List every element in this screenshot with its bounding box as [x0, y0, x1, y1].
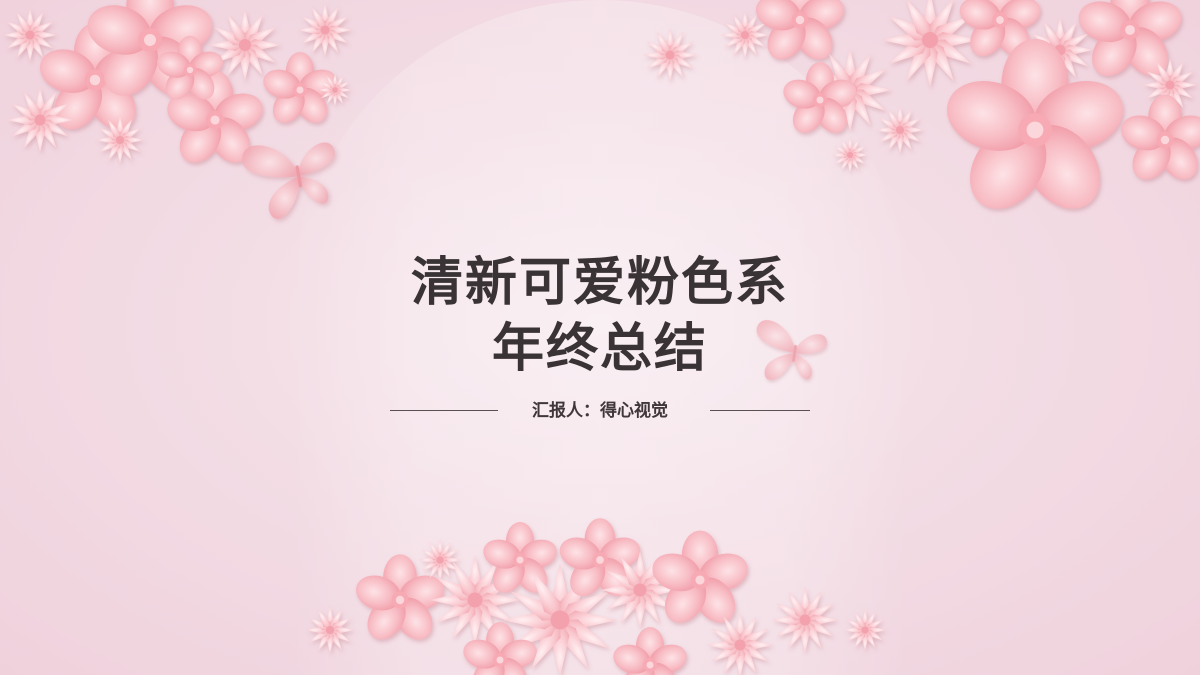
left-divider: [390, 410, 498, 411]
reporter-label: 汇报人：得心视觉: [532, 401, 668, 421]
title-block: 清新可爱粉色系 年终总结: [0, 250, 1200, 382]
title-line-2: 年终总结: [491, 319, 708, 379]
title-line-1: 清新可爱粉色系: [410, 253, 789, 313]
reporter-row: 汇报人：得心视觉: [390, 398, 810, 424]
right-divider: [710, 410, 810, 411]
top-left-flower-cluster: [2, 0, 352, 171]
